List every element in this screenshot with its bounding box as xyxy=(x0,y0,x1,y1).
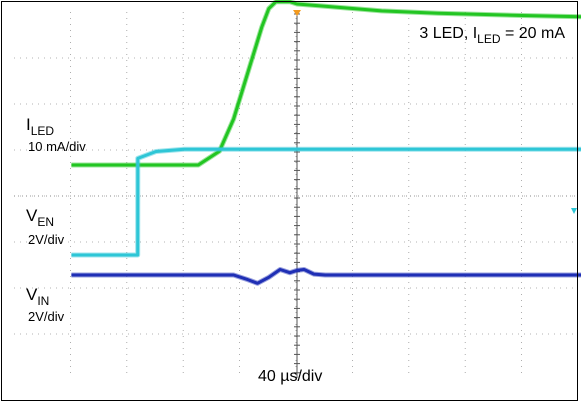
trace-v-in xyxy=(71,268,581,285)
chart-title: 3 LED, ILED = 20 mA xyxy=(419,25,565,46)
channel-label-ven: VEN xyxy=(26,206,55,229)
timebase-label: 40 µs/div xyxy=(258,368,323,385)
channel-scale-vin: 2V/div xyxy=(28,309,65,324)
trace-v-en xyxy=(71,147,581,257)
trigger-marker xyxy=(293,10,577,214)
channel-level-marker xyxy=(571,208,577,214)
channel-label-vin: VIN xyxy=(26,285,50,308)
channel-label-iled: ILED xyxy=(26,115,55,138)
channel-scale-iled: 10 mA/div xyxy=(28,139,86,154)
trigger-position-marker xyxy=(293,10,301,16)
channel-scale-ven: 2V/div xyxy=(28,232,65,247)
